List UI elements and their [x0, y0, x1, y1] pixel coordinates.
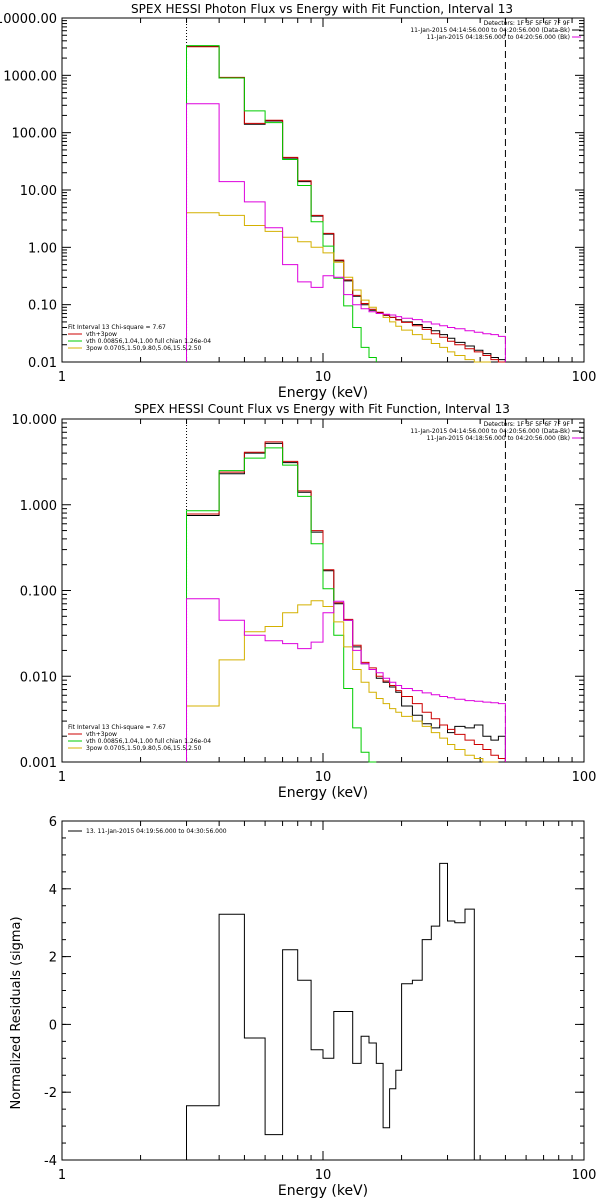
y-tick-label: 0.100 — [20, 585, 57, 600]
series-thermal-line — [186, 447, 377, 763]
y-tick-label: 2 — [49, 951, 57, 966]
legend-entry: 3pow 0.0705,1.50,9.80,5.06,15.5,2.50 — [86, 345, 202, 352]
x-tick-label: 1 — [58, 770, 66, 785]
y-tick-label: 10.00 — [20, 184, 57, 199]
y-tick-label: 0.001 — [20, 756, 57, 771]
legend-entry: vth+3pow — [86, 731, 117, 738]
residuals-panel: Normalized Residuals (sigma) 1 10 100 -4 -2 0… — [9, 815, 596, 1199]
legend-entry: vth 0.00856,1.04,1.00 full chian 1.26e-0… — [86, 738, 211, 745]
series-nonthermal-line — [186, 600, 499, 763]
y-tick-label: -2 — [44, 1086, 57, 1101]
header-entry: 11-Jan-2015 04:18:56.000 to 04:20:56.000… — [427, 34, 570, 41]
series-total-line — [186, 442, 506, 762]
legend-entry: Fit Interval 13 Chi-square = 7.67 — [68, 324, 166, 331]
x-tick-label: 10 — [315, 370, 332, 385]
y-tick-label: 100.00 — [12, 127, 58, 142]
y-tick-label: 0 — [49, 1018, 57, 1033]
y-tick-label: 6 — [49, 815, 57, 830]
series-data-line — [186, 598, 506, 762]
header-entry: 11-Jan-2015 04:18:56.000 to 04:20:56.000… — [427, 435, 570, 442]
x-axis-label: Energy (keV) — [278, 1183, 368, 1199]
header-entry: 11-Jan-2015 04:14:56.000 to 04:20:56.000… — [410, 428, 570, 435]
x-tick-label: 100 — [572, 1168, 597, 1183]
series-total-line — [186, 45, 506, 362]
series-thermal-line — [186, 45, 377, 362]
legend-entry: 13. 11-Jan-2015 04:19:56.000 to 04:30:56… — [86, 828, 227, 835]
series-data-line — [186, 103, 506, 362]
x-tick-label: 1 — [58, 370, 66, 385]
panel-title: SPEX HESSI Photon Flux vs Energy with Fi… — [131, 2, 513, 16]
y-tick-label: 0.10 — [28, 299, 57, 314]
x-axis-label: Energy (keV) — [278, 785, 368, 801]
legend-entry: vth+3pow — [86, 331, 117, 338]
legend-entry: 3pow 0.0705,1.50,9.80,5.06,15.5,2.50 — [86, 745, 202, 752]
x-axis-label: Energy (keV) — [278, 385, 368, 401]
x-tick-label: 100 — [572, 370, 597, 385]
x-tick-label: 1 — [58, 1168, 66, 1183]
header-entry: Detectors: 1F 3F 5F 6F 7F 9F — [484, 421, 571, 428]
series-fitline-line — [186, 46, 506, 363]
y-tick-label: 4 — [49, 883, 57, 898]
y-tick-label: 0.01 — [28, 356, 57, 371]
series-total-line — [186, 862, 475, 1160]
x-tick-label: 10 — [315, 1168, 332, 1183]
x-tick-label: 100 — [572, 770, 597, 785]
series-nonthermal-line — [186, 212, 491, 363]
y-tick-label: -4 — [44, 1154, 57, 1169]
y-tick-label: 10.000 — [12, 413, 58, 428]
legend-entry: Fit Interval 13 Chi-square = 7.67 — [68, 724, 166, 731]
y-axis-label: Normalized Residuals (sigma) — [9, 916, 24, 1109]
y-tick-label: 10000.00 — [0, 12, 57, 27]
count-flux-panel: SPEX HESSI Count Flux vs Energy with Fit… — [12, 402, 597, 801]
header-entry: 11-Jan-2015 04:14:56.000 to 04:20:56.000… — [410, 27, 570, 34]
series-fitline-line — [186, 441, 506, 762]
x-tick-label: 10 — [315, 770, 332, 785]
y-tick-label: 0.010 — [20, 670, 57, 685]
y-tick-label: 1000.00 — [3, 69, 57, 84]
y-tick-label: 1.000 — [20, 499, 57, 514]
panel-title: SPEX HESSI Count Flux vs Energy with Fit… — [134, 402, 510, 416]
legend-entry: vth 0.00856,1.04,1.00 full chian 1.26e-0… — [86, 338, 211, 345]
plot-frame — [61, 820, 585, 1161]
header-entry: Detectors: 1F 3F 5F 6F 7F 9F — [484, 20, 571, 27]
y-tick-label: 1.00 — [28, 241, 57, 256]
photon-flux-panel: SPEX HESSI Photon Flux vs Energy with Fi… — [0, 2, 596, 401]
